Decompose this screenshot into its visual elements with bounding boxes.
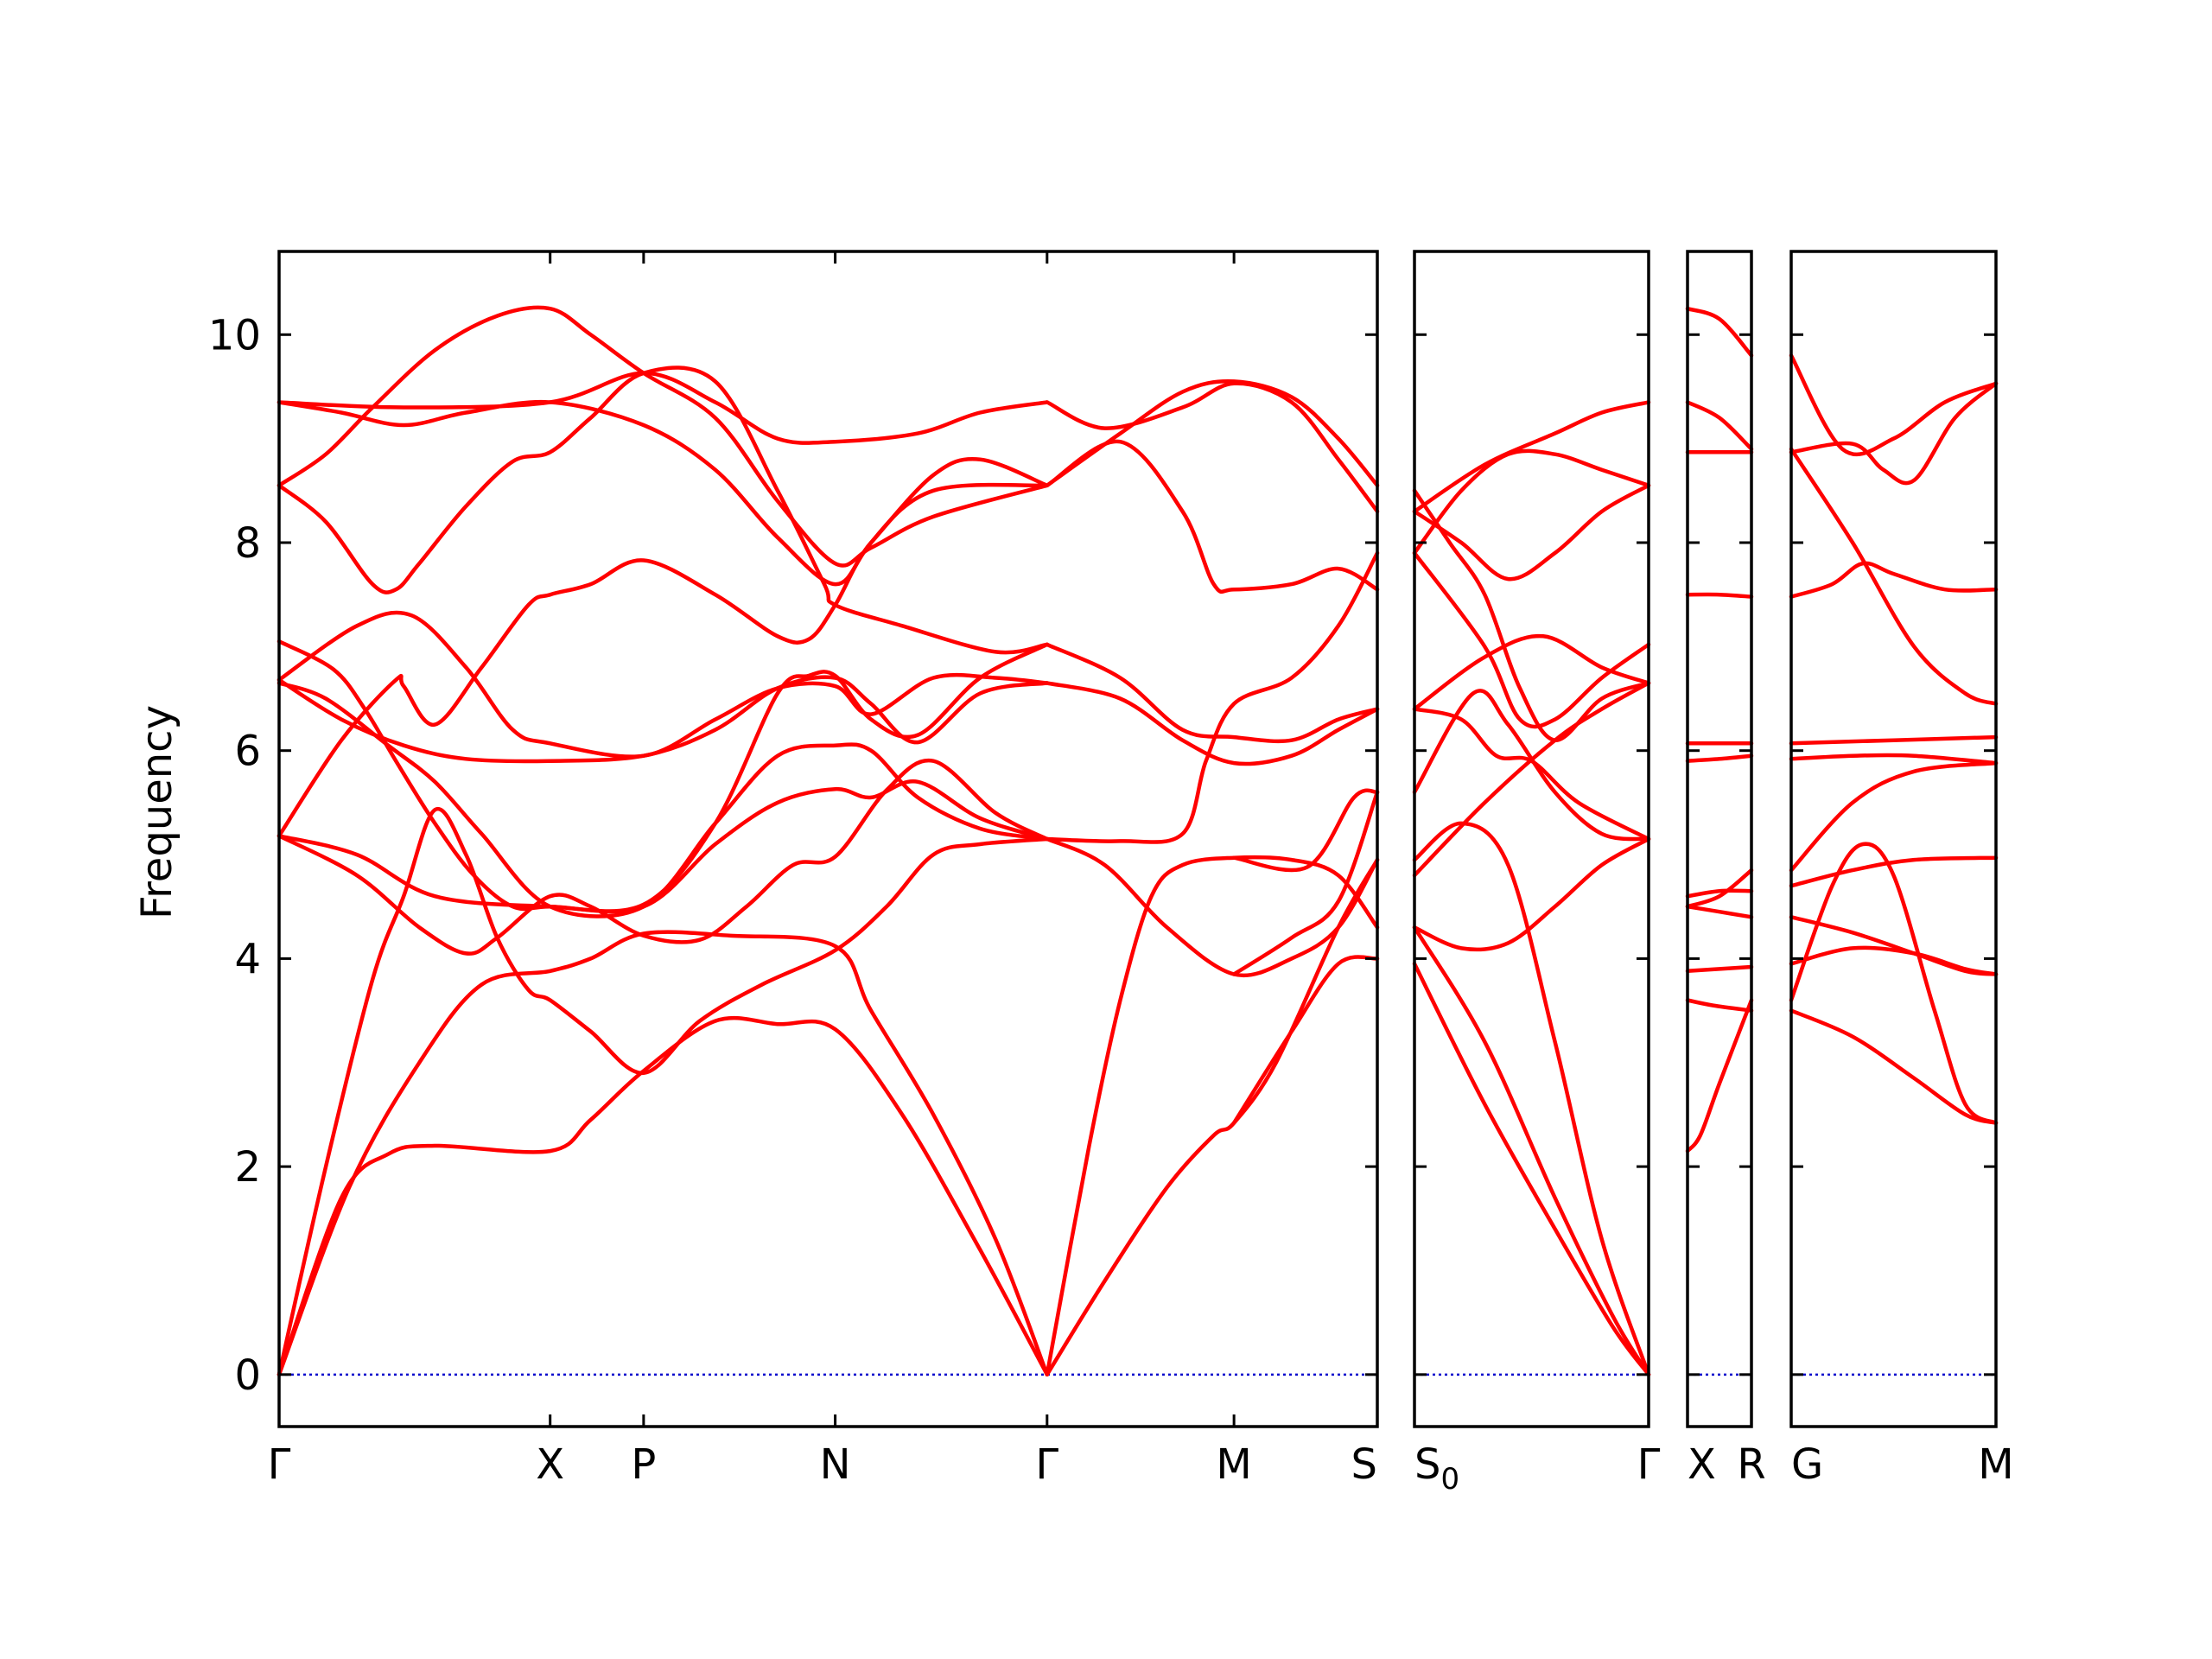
band-line-25: [1231, 790, 1380, 976]
band-line-8: [276, 675, 1050, 764]
band-line-8: [1789, 734, 1999, 746]
y-tick-label: 2: [234, 1143, 261, 1192]
band-line-9: [1789, 561, 1999, 599]
band-line-12: [1789, 353, 1999, 456]
band-line-9: [1685, 592, 1754, 599]
band-line-4: [1685, 904, 1754, 919]
band-line-14: [276, 371, 1050, 445]
band-line-7: [276, 681, 1050, 918]
panels: Γ X P N Γ M S S0 Γ X R G M: [268, 250, 2014, 1497]
band-line-20: [1045, 642, 1380, 744]
band-line-9: [1412, 550, 1651, 729]
band-line-1: [276, 1015, 1050, 1377]
band-line-4: [1412, 836, 1651, 952]
band-line-2: [1685, 998, 1754, 1013]
band-line-9: [276, 610, 1050, 759]
band-line-11: [1412, 488, 1651, 742]
band-line-21: [1045, 439, 1380, 594]
band-line-7: [1412, 633, 1651, 711]
band-line-10: [1412, 483, 1651, 582]
band-line-7: [1685, 753, 1754, 763]
band-line-13: [1412, 400, 1651, 514]
band-line-13: [276, 399, 1050, 587]
band-line-11: [1685, 400, 1754, 451]
x-tick-label: X: [536, 1440, 564, 1489]
band-line-10: [1789, 447, 1999, 706]
band-line-22: [1045, 381, 1380, 514]
band-line-16: [1045, 857, 1380, 1377]
y-tick-label: 0: [234, 1351, 261, 1400]
band-line-4: [276, 758, 1050, 956]
panel-frame: [1413, 250, 1650, 1428]
band-line-8: [1412, 707, 1651, 842]
band-line-5: [276, 779, 1050, 914]
y-axis-label: Frequency: [133, 705, 181, 919]
panel-frame: [1789, 250, 1998, 1428]
x-tick-label: G: [1791, 1440, 1823, 1489]
band-line-6: [1789, 760, 1999, 873]
x-tick-label: Γ: [268, 1440, 291, 1489]
x-tick-label: M: [1978, 1440, 2013, 1489]
band-line-2: [1789, 842, 1999, 1125]
band-line-5: [1685, 868, 1754, 909]
y-tick-label: 6: [234, 728, 261, 776]
band-line-2: [1412, 925, 1651, 1377]
x-tick-label: P: [631, 1440, 656, 1489]
band-line-12: [1685, 306, 1754, 358]
band-line-24: [1231, 955, 1380, 1125]
band-line-3: [1412, 821, 1651, 1377]
panel-frame: [1686, 250, 1753, 1428]
band-line-6: [1685, 888, 1754, 899]
band-line-12: [1412, 448, 1651, 556]
band-line-3: [276, 806, 1050, 1377]
band-line-2: [276, 930, 1050, 1377]
band-line-17: [1045, 550, 1380, 844]
x-tick-label: S: [1351, 1440, 1377, 1489]
y-tick-label: 4: [234, 935, 261, 983]
x-tick-label: Γ: [1637, 1440, 1661, 1489]
band-line-10: [276, 639, 1050, 913]
band-line-6: [1412, 689, 1651, 842]
y-tick-label: 8: [234, 519, 261, 568]
band-line-7: [1789, 753, 1999, 766]
band-line-23: [1045, 378, 1380, 488]
band-line-1: [1685, 998, 1754, 1154]
band-line-1: [1789, 1008, 1999, 1125]
band-line-19: [1045, 681, 1380, 766]
x-tick-label: M: [1216, 1440, 1251, 1489]
band-line-26: [1231, 788, 1380, 873]
band-line-11: [1789, 381, 1999, 486]
band-line-3: [1685, 964, 1754, 974]
band-line-11: [276, 365, 1050, 655]
x-tick-label: S0: [1414, 1440, 1459, 1497]
band-line-5: [1412, 681, 1651, 878]
x-tick-label: Γ: [1035, 1440, 1058, 1489]
x-tick-label: R: [1737, 1440, 1765, 1489]
x-tick-label: X: [1688, 1440, 1716, 1489]
y-tick-label: 10: [208, 311, 261, 359]
panel-frame: [277, 250, 1379, 1428]
band-line-6: [276, 482, 1050, 838]
band-line-5: [1789, 855, 1999, 888]
band-line-4: [1789, 915, 1999, 976]
band-line-1: [1412, 962, 1651, 1377]
panel-2: S0 Γ: [1412, 250, 1661, 1497]
y-axis: 0 2 4 6 8 10: [208, 311, 261, 1400]
band-line-12: [276, 305, 1050, 568]
x-tick-label: N: [820, 1440, 851, 1489]
